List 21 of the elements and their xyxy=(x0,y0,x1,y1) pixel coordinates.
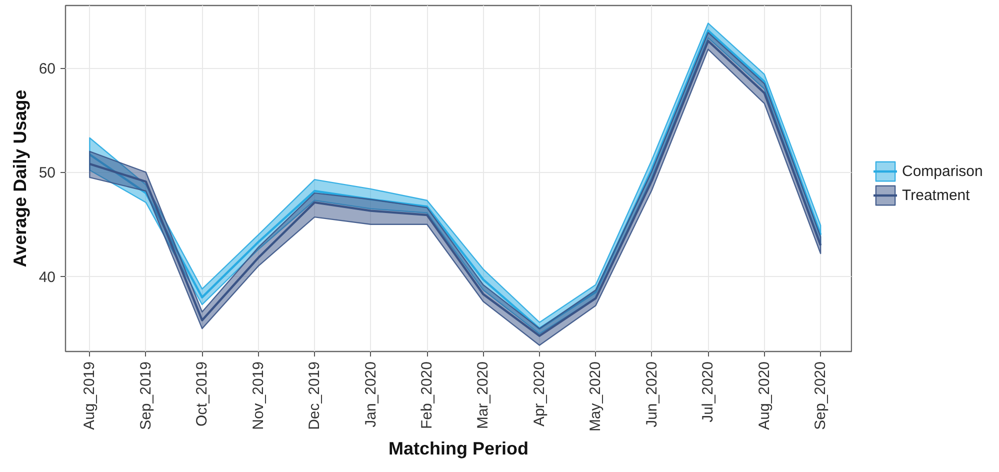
x-tick-label: Aug_2019 xyxy=(81,361,98,430)
x-tick-label: Dec_2019 xyxy=(306,361,324,430)
x-tick-label: Feb_2020 xyxy=(418,361,436,430)
x-tick-label: Aug_2020 xyxy=(756,361,773,430)
x-tick-label: May_2020 xyxy=(587,361,604,432)
x-tick-label: Sep_2020 xyxy=(812,361,830,430)
x-tick-label: Nov_2019 xyxy=(250,361,267,430)
legend-label: Treatment xyxy=(902,186,970,204)
y-tick-label: 60 xyxy=(38,60,56,78)
x-tick-label: Sep_2019 xyxy=(137,361,154,430)
x-axis-title: Matching Period xyxy=(388,438,529,459)
y-tick-label: 40 xyxy=(38,268,56,286)
x-tick-label: Jul_2020 xyxy=(700,361,717,422)
x-tick-label: Mar_2020 xyxy=(474,361,492,430)
legend-label: Comparison xyxy=(902,162,983,180)
x-tick-label: Apr_2020 xyxy=(530,361,548,427)
x-tick-label: Jan_2020 xyxy=(362,361,380,428)
y-axis-title: Average Daily Usage xyxy=(10,90,30,268)
y-tick-label: 50 xyxy=(38,164,56,182)
x-tick-label: Oct_2019 xyxy=(194,362,211,427)
x-tick-label: Jun_2020 xyxy=(643,361,660,428)
